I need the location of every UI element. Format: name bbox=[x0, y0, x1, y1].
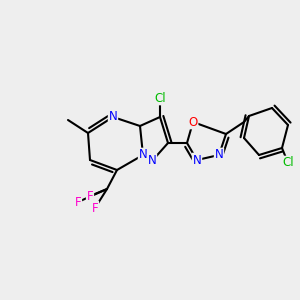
Text: Cl: Cl bbox=[154, 92, 166, 104]
Text: F: F bbox=[75, 196, 81, 208]
Text: N: N bbox=[214, 148, 224, 161]
Text: N: N bbox=[139, 148, 147, 161]
Text: N: N bbox=[193, 154, 201, 166]
Text: N: N bbox=[109, 110, 117, 124]
Text: O: O bbox=[188, 116, 198, 128]
Text: Cl: Cl bbox=[282, 157, 294, 169]
Text: N: N bbox=[148, 154, 156, 167]
Text: F: F bbox=[87, 190, 93, 202]
Text: F: F bbox=[92, 202, 98, 214]
